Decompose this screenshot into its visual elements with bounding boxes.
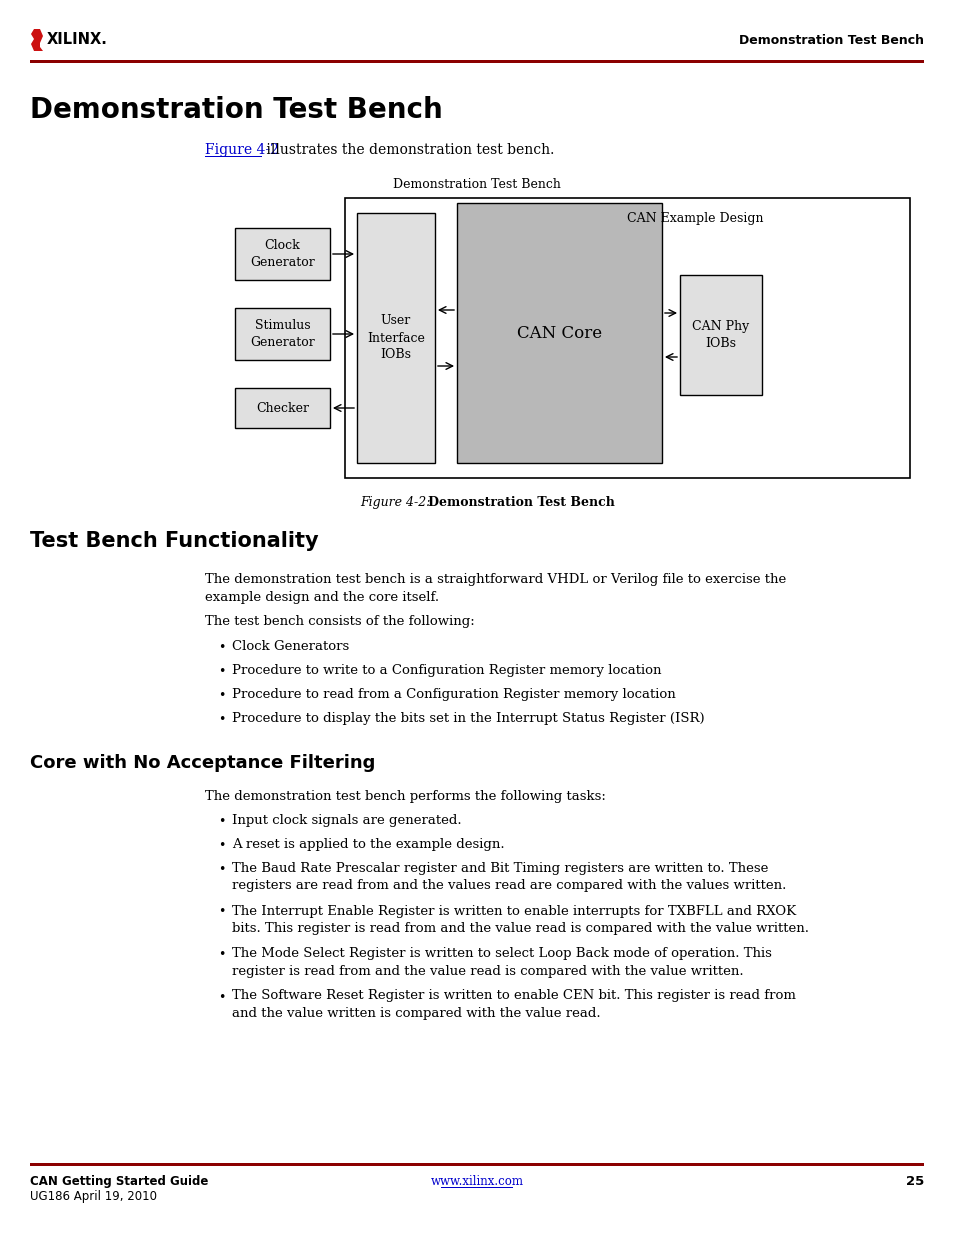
Text: Core with No Acceptance Filtering: Core with No Acceptance Filtering <box>30 755 375 772</box>
Text: CAN Phy
IOBs: CAN Phy IOBs <box>692 320 749 350</box>
Text: Clock
Generator: Clock Generator <box>250 240 314 269</box>
Text: •: • <box>218 641 225 655</box>
Text: Test Bench Functionality: Test Bench Functionality <box>30 531 318 551</box>
Text: CAN Core: CAN Core <box>517 325 601 342</box>
Text: •: • <box>218 713 225 726</box>
Text: •: • <box>218 689 225 701</box>
Text: •: • <box>218 990 225 1004</box>
Text: XILINX.: XILINX. <box>47 32 108 47</box>
Text: Clock Generators: Clock Generators <box>232 640 349 653</box>
Text: Figure 4-2:: Figure 4-2: <box>359 496 430 509</box>
Text: User
Interface
IOBs: User Interface IOBs <box>367 315 424 362</box>
Bar <box>356 212 435 463</box>
Text: Checker: Checker <box>255 401 309 415</box>
Bar <box>679 275 761 395</box>
Text: 25: 25 <box>904 1174 923 1188</box>
Text: The demonstration test bench performs the following tasks:: The demonstration test bench performs th… <box>205 790 605 803</box>
Text: CAN Example Design: CAN Example Design <box>626 212 762 225</box>
Bar <box>30 1163 923 1166</box>
Text: Stimulus
Generator: Stimulus Generator <box>250 319 314 350</box>
Text: •: • <box>218 815 225 827</box>
Text: illustrates the demonstration test bench.: illustrates the demonstration test bench… <box>262 143 554 157</box>
Polygon shape <box>30 28 43 51</box>
Text: •: • <box>218 664 225 678</box>
Bar <box>30 61 923 63</box>
Bar <box>345 198 909 478</box>
Bar <box>234 388 330 429</box>
Bar <box>234 228 330 280</box>
Text: Procedure to display the bits set in the Interrupt Status Register (ISR): Procedure to display the bits set in the… <box>232 713 704 725</box>
Text: The test bench consists of the following:: The test bench consists of the following… <box>205 615 475 629</box>
Text: www.xilinx.com: www.xilinx.com <box>430 1174 523 1188</box>
Text: A reset is applied to the example design.: A reset is applied to the example design… <box>232 839 504 851</box>
Bar <box>234 308 330 359</box>
Text: The Software Reset Register is written to enable CEN bit. This register is read : The Software Reset Register is written t… <box>232 989 795 1020</box>
Text: CAN Getting Started Guide: CAN Getting Started Guide <box>30 1174 208 1188</box>
Text: The Interrupt Enable Register is written to enable interrupts for TXBFLL and RXO: The Interrupt Enable Register is written… <box>232 904 808 935</box>
Text: Procedure to read from a Configuration Register memory location: Procedure to read from a Configuration R… <box>232 688 675 701</box>
Text: •: • <box>218 905 225 919</box>
Text: The Baud Rate Prescalar register and Bit Timing registers are written to. These
: The Baud Rate Prescalar register and Bit… <box>232 862 785 893</box>
Text: The demonstration test bench is a straightforward VHDL or Verilog file to exerci: The demonstration test bench is a straig… <box>205 573 785 604</box>
Text: Demonstration Test Bench: Demonstration Test Bench <box>393 178 560 191</box>
Text: Demonstration Test Bench: Demonstration Test Bench <box>739 33 923 47</box>
Text: The Mode Select Register is written to select Loop Back mode of operation. This
: The Mode Select Register is written to s… <box>232 947 771 977</box>
Text: Demonstration Test Bench: Demonstration Test Bench <box>415 496 615 509</box>
Text: •: • <box>218 839 225 852</box>
Text: Input clock signals are generated.: Input clock signals are generated. <box>232 814 461 827</box>
Text: UG186 April 19, 2010: UG186 April 19, 2010 <box>30 1191 157 1203</box>
Text: •: • <box>218 863 225 876</box>
Bar <box>456 203 661 463</box>
Text: •: • <box>218 948 225 961</box>
Text: Figure 4-2: Figure 4-2 <box>205 143 278 157</box>
Text: Procedure to write to a Configuration Register memory location: Procedure to write to a Configuration Re… <box>232 664 660 677</box>
Text: Demonstration Test Bench: Demonstration Test Bench <box>30 96 442 124</box>
